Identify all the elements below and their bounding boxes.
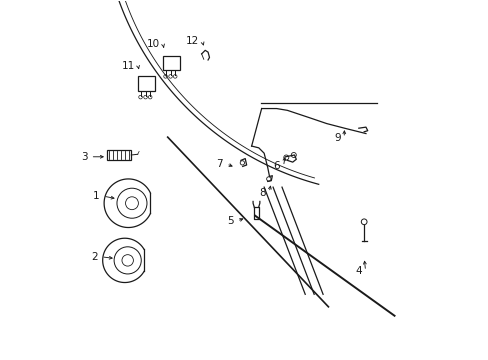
Text: 8: 8 [259,188,265,198]
Text: 3: 3 [81,152,87,162]
Text: 7: 7 [216,159,223,169]
Text: 1: 1 [93,191,100,201]
Text: 11: 11 [122,61,135,71]
Text: 4: 4 [355,266,362,276]
Text: 2: 2 [91,252,98,262]
Text: 10: 10 [146,39,160,49]
Text: 12: 12 [185,36,199,46]
Text: 6: 6 [273,161,280,171]
Text: 5: 5 [227,216,233,226]
Text: 9: 9 [334,133,340,143]
